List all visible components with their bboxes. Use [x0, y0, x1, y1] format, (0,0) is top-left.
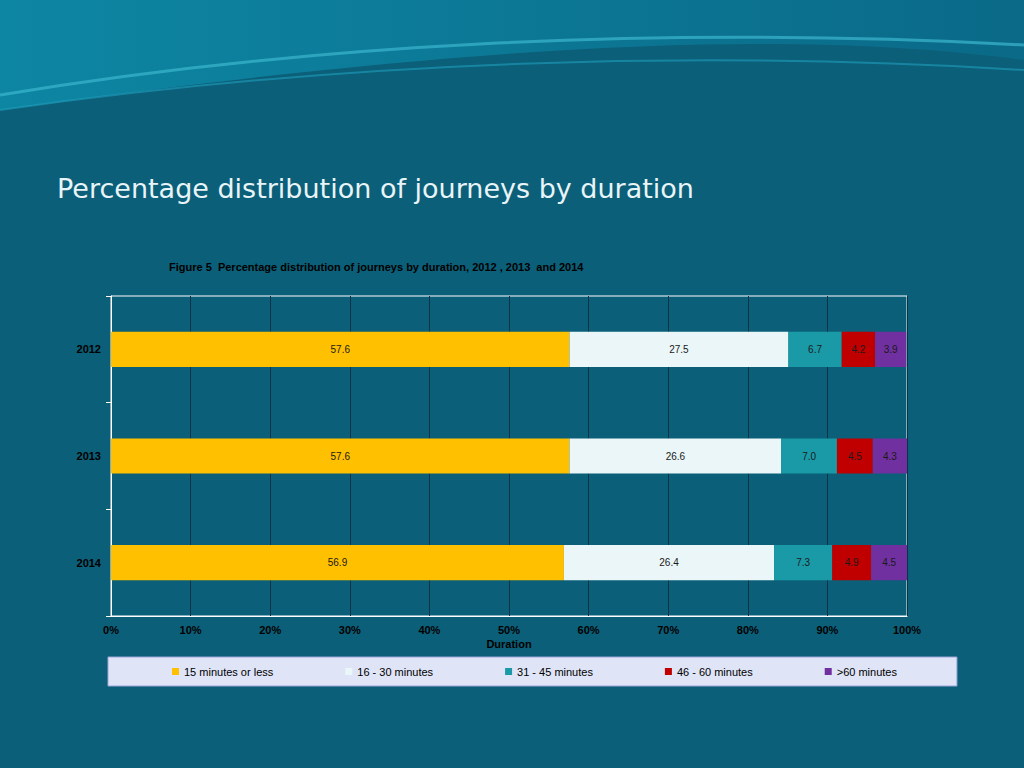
svg-text:Percentage distribution of jou: Percentage distribution of journeys by d…: [57, 173, 694, 204]
svg-text:4.3: 4.3: [883, 451, 897, 462]
svg-text:31 - 45 minutes: 31 - 45 minutes: [517, 666, 593, 678]
svg-text:7.0: 7.0: [802, 451, 816, 462]
svg-text:10%: 10%: [180, 624, 202, 636]
svg-text:60%: 60%: [578, 624, 600, 636]
svg-text:57.6: 57.6: [331, 451, 351, 462]
svg-text:6.7: 6.7: [808, 344, 822, 355]
svg-text:2013: 2013: [77, 450, 101, 462]
svg-text:0%: 0%: [103, 624, 119, 636]
svg-text:26.6: 26.6: [666, 451, 686, 462]
svg-text:26.4: 26.4: [659, 557, 679, 568]
svg-text:3.9: 3.9: [884, 344, 898, 355]
svg-text:4.9: 4.9: [845, 557, 859, 568]
svg-text:2014: 2014: [77, 557, 102, 569]
svg-text:30%: 30%: [339, 624, 361, 636]
svg-text:>60 minutes: >60 minutes: [837, 666, 898, 678]
svg-text:27.5: 27.5: [669, 344, 689, 355]
svg-text:4.5: 4.5: [882, 557, 896, 568]
svg-text:50%: 50%: [498, 624, 520, 636]
svg-text:16 - 30 minutes: 16 - 30 minutes: [357, 666, 433, 678]
svg-text:80%: 80%: [737, 624, 759, 636]
svg-text:20%: 20%: [259, 624, 281, 636]
svg-text:57.6: 57.6: [331, 344, 351, 355]
svg-text:40%: 40%: [418, 624, 440, 636]
svg-text:70%: 70%: [657, 624, 679, 636]
svg-text:100%: 100%: [893, 624, 921, 636]
svg-text:2012: 2012: [77, 343, 101, 355]
svg-text:4.5: 4.5: [848, 451, 862, 462]
svg-text:4.2: 4.2: [851, 344, 865, 355]
svg-text:15 minutes or less: 15 minutes or less: [184, 666, 274, 678]
svg-text:Duration: Duration: [486, 638, 532, 650]
svg-text:Figure 5 Percentage distribut: Figure 5 Percentage distribution of jour…: [169, 261, 584, 273]
svg-text:7.3: 7.3: [796, 557, 810, 568]
svg-text:90%: 90%: [816, 624, 838, 636]
svg-text:46 - 60 minutes: 46 - 60 minutes: [677, 666, 753, 678]
svg-text:56.9: 56.9: [328, 557, 348, 568]
